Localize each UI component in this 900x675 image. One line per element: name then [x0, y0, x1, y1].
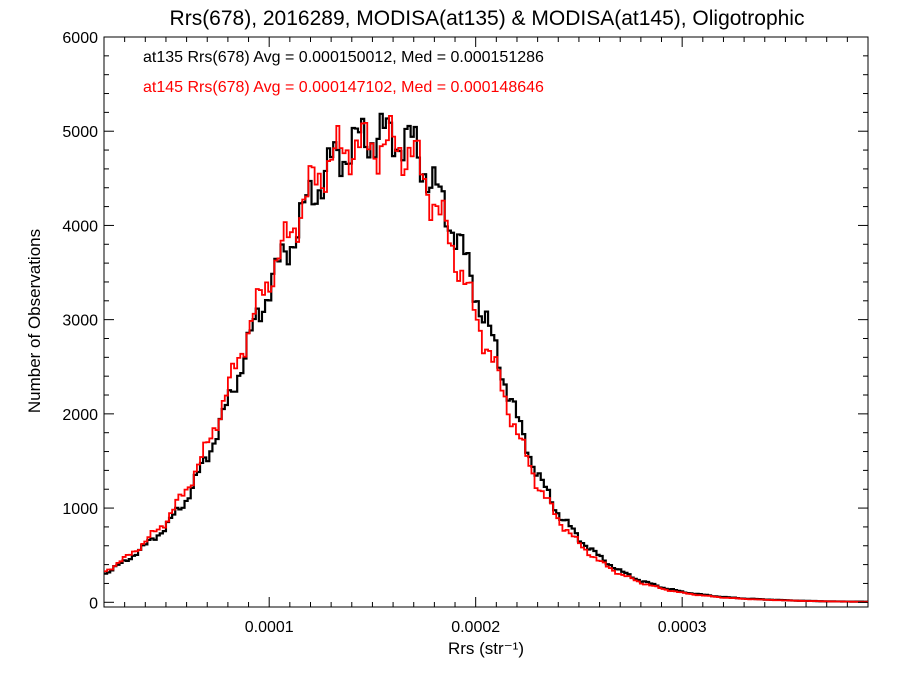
x-axis-title: Rrs (str⁻¹) [448, 639, 524, 658]
stat-line-at145: at145 Rrs(678) Avg = 0.000147102, Med = … [143, 79, 544, 96]
y-tick-label: 0 [89, 595, 98, 612]
axis-layer: 0 1000 2000 3000 4000 5000 6000 0.0001 0.0002 0.0… [62, 30, 868, 636]
series-line-at145 [104, 115, 868, 603]
series-line-at135 [104, 112, 868, 603]
x-tick-label: 0.0001 [245, 619, 294, 636]
plot-frame [103, 36, 869, 608]
stats-annotations: at135 Rrs(678) Avg = 0.000150012, Med = … [143, 49, 544, 96]
chart-title: Rrs(678), 2016289, MODISA(at135) & MODIS… [170, 7, 805, 30]
y-tick-label: 1000 [62, 501, 98, 518]
x-tick-label: 0.0003 [658, 619, 707, 636]
y-tick-label: 4000 [62, 218, 98, 235]
y-tick-label: 6000 [62, 30, 98, 47]
y-axis-title: Number of Observations [25, 229, 44, 413]
x-tick-label: 0.0002 [451, 619, 500, 636]
y-tick-label: 5000 [62, 124, 98, 141]
y-tick-label: 3000 [62, 313, 98, 330]
y-tick-label: 2000 [62, 407, 98, 424]
series-layer [104, 112, 868, 603]
stat-line-at135: at135 Rrs(678) Avg = 0.000150012, Med = … [143, 49, 544, 66]
